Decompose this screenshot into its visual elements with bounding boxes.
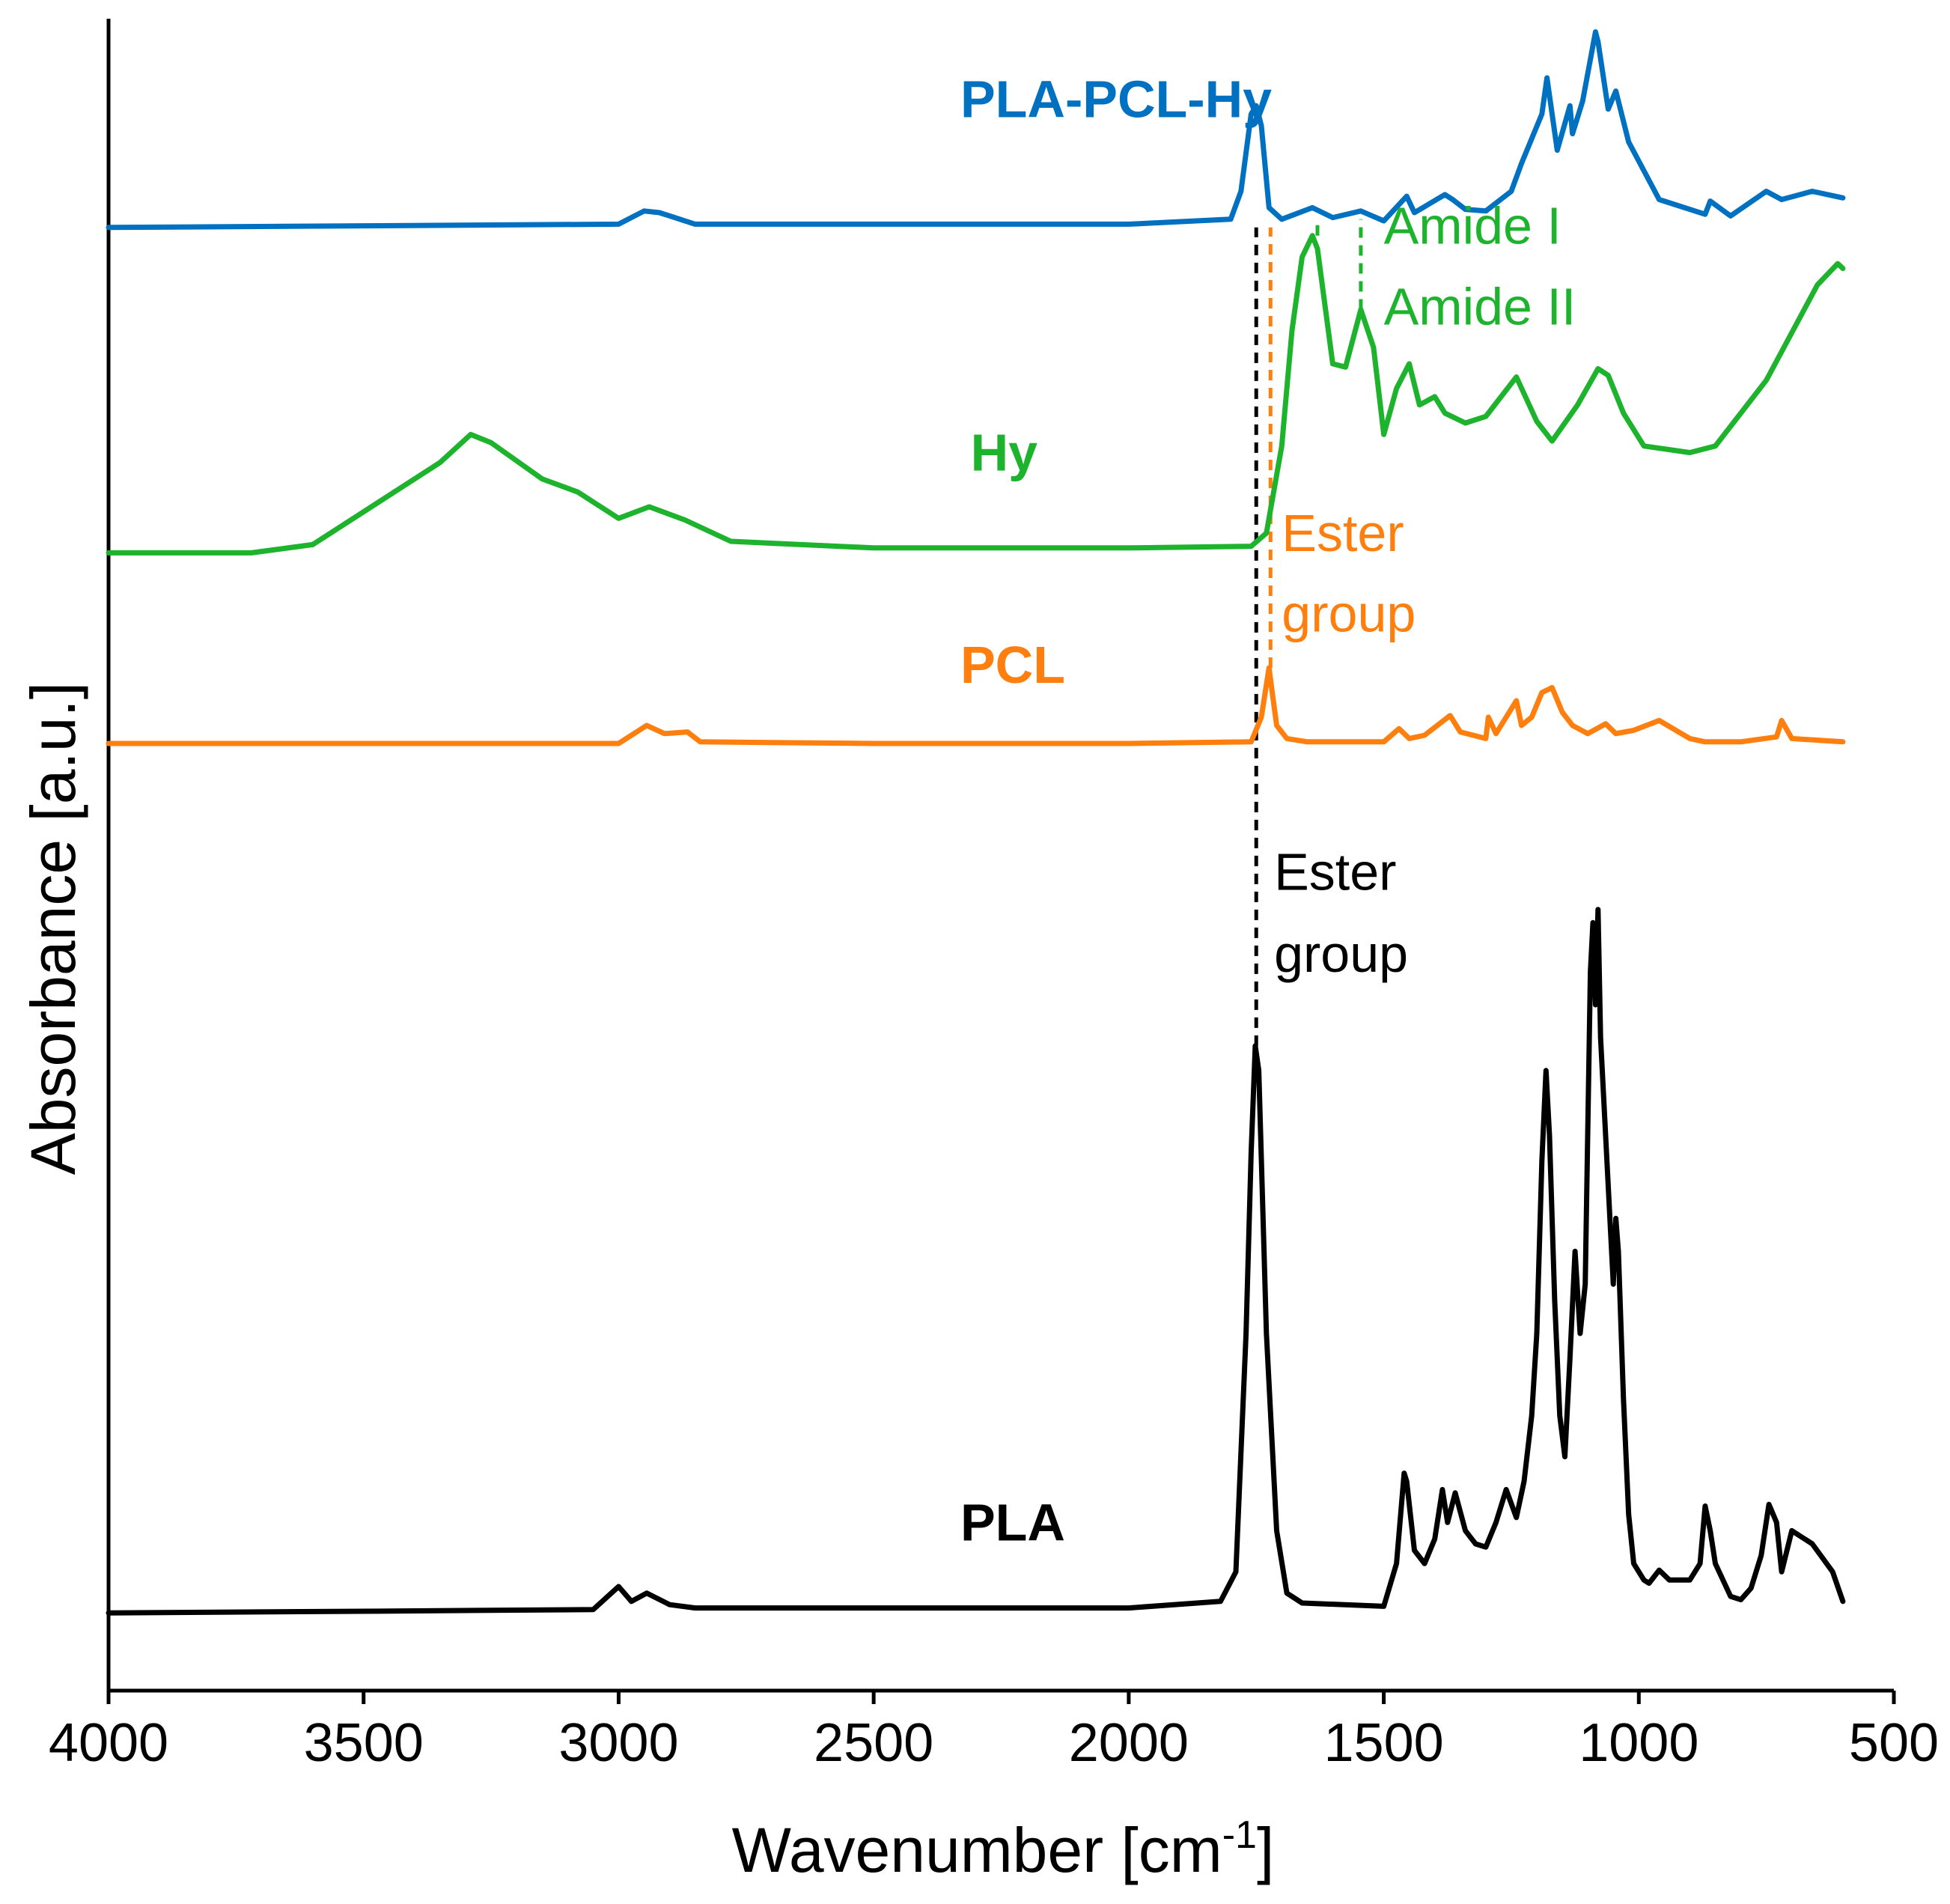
x-tick-label-3000: 3000 <box>558 1713 678 1773</box>
x-tick-label-2500: 2500 <box>814 1713 933 1773</box>
annotations: Amide I Amide II Ester group Ester group <box>1274 197 1576 983</box>
series-line-hy <box>106 233 1846 556</box>
series-label-pcl: PCL <box>960 636 1065 694</box>
x-ticks: 4000 3500 3000 2500 2000 1500 1000 500 <box>49 1691 1939 1773</box>
axes <box>106 19 1894 1693</box>
x-tick-label-4000: 4000 <box>49 1713 168 1773</box>
annotation-3: group <box>1282 585 1416 643</box>
annotation-2: Ester <box>1282 504 1404 562</box>
x-tick-label-2000: 2000 <box>1069 1713 1189 1773</box>
y-axis-title: Absorbance [a.u.] <box>18 682 88 1175</box>
series-labels: PLA-PCL-Hy Hy PCL PLA <box>960 70 1272 1552</box>
series-line-pcl <box>106 665 1846 746</box>
x-axis-title-end: ] <box>1257 1815 1274 1885</box>
series-line-pla-pcl-hy <box>106 29 1846 231</box>
series-label-pla-pcl-hy: PLA-PCL-Hy <box>960 70 1272 129</box>
x-tick-label-1500: 1500 <box>1323 1713 1443 1773</box>
series-label-pla: PLA <box>960 1494 1065 1552</box>
series-group <box>106 29 1846 1616</box>
x-tick-label-3500: 3500 <box>304 1713 424 1773</box>
annotation-0: Amide I <box>1384 197 1561 255</box>
x-tick-label-1000: 1000 <box>1579 1713 1698 1773</box>
annotation-4: Ester <box>1274 842 1396 901</box>
x-tick-label-500: 500 <box>1849 1713 1939 1773</box>
x-axis-title: Wavenumber [cm-1] <box>732 1813 1275 1885</box>
series-label-hy: Hy <box>971 424 1038 482</box>
reference-lines <box>1254 219 1363 1046</box>
x-axis-title-text: Wavenumber [cm <box>732 1815 1222 1885</box>
annotation-1: Amide II <box>1384 277 1576 335</box>
annotation-5: group <box>1274 925 1408 983</box>
series-line-pla <box>106 907 1846 1616</box>
x-axis-title-sup: -1 <box>1222 1813 1257 1857</box>
